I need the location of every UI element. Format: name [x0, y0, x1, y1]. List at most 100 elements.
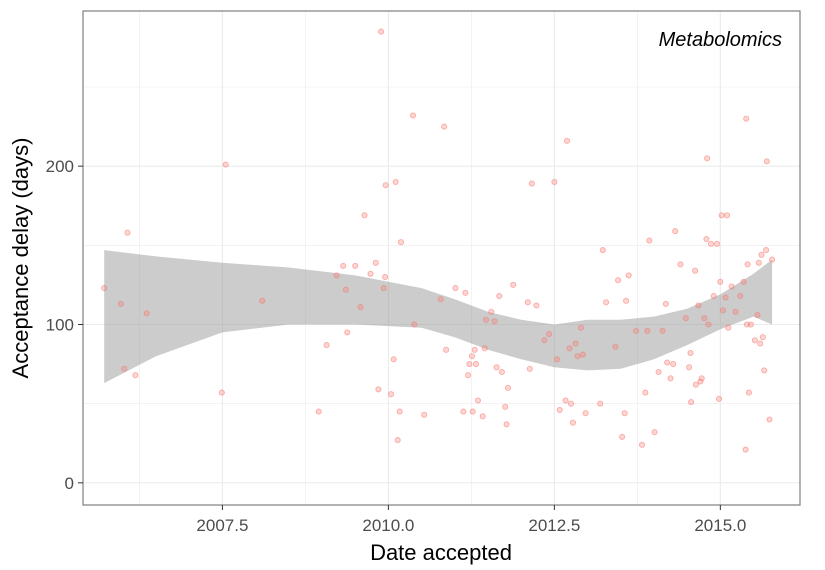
data-point — [503, 421, 510, 428]
data-point — [757, 340, 764, 347]
data-point — [333, 272, 340, 279]
data-point — [766, 416, 773, 423]
data-point — [732, 308, 739, 315]
data-point — [682, 315, 689, 322]
data-point — [124, 229, 131, 236]
data-point — [481, 345, 488, 352]
data-point — [577, 324, 584, 331]
data-point — [441, 123, 448, 130]
data-point — [462, 289, 469, 296]
confidence-band-layer — [104, 250, 773, 384]
data-point — [465, 372, 472, 379]
data-point — [315, 408, 322, 415]
data-point — [579, 351, 586, 358]
data-point — [603, 299, 610, 306]
data-point — [344, 329, 351, 336]
data-point — [763, 247, 770, 254]
data-point — [646, 237, 653, 244]
data-point — [717, 278, 724, 285]
data-point — [496, 292, 503, 300]
data-point — [259, 297, 266, 304]
data-point — [687, 349, 694, 357]
data-point — [392, 178, 399, 186]
data-point — [742, 446, 749, 453]
data-point — [491, 318, 498, 325]
data-point — [677, 261, 684, 268]
data-point — [718, 212, 725, 219]
data-point — [563, 137, 571, 144]
data-point — [567, 400, 575, 407]
data-point — [541, 337, 548, 344]
data-point — [705, 321, 712, 328]
plot-border — [82, 10, 801, 506]
data-point — [664, 359, 671, 366]
data-point — [621, 410, 628, 417]
data-point — [625, 272, 632, 279]
data-point — [597, 400, 604, 407]
data-point — [460, 408, 467, 415]
data-point — [719, 307, 727, 314]
data-point — [569, 419, 576, 426]
data-point — [599, 247, 606, 254]
data-point — [659, 327, 666, 334]
data-point — [222, 161, 229, 168]
y-axis-title: Acceptance delay (days) — [8, 138, 33, 379]
data-point — [479, 413, 486, 420]
data-point — [701, 315, 708, 322]
data-point — [747, 321, 754, 328]
data-point — [367, 270, 374, 277]
data-point — [566, 345, 573, 352]
data-point — [737, 292, 744, 300]
data-point — [670, 361, 677, 368]
y-tick-label: 0 — [65, 474, 74, 493]
data-point — [562, 397, 569, 404]
data-point — [740, 278, 747, 285]
data-point — [725, 324, 732, 331]
data-point — [707, 240, 715, 247]
x-tick-label: 2015.0 — [694, 516, 746, 535]
plot-panel — [83, 11, 800, 505]
data-point — [533, 302, 540, 309]
data-point — [471, 346, 478, 353]
data-point — [411, 321, 418, 328]
data-point — [697, 378, 704, 385]
data-point — [642, 389, 649, 396]
data-point — [556, 406, 563, 414]
data-point — [390, 356, 397, 363]
data-point — [218, 389, 225, 396]
data-point — [382, 273, 389, 281]
data-point — [644, 327, 651, 334]
x-tick-label: 2012.5 — [528, 516, 580, 535]
data-point — [744, 261, 751, 268]
data-point — [574, 353, 581, 360]
data-point — [482, 316, 490, 323]
data-point — [615, 277, 622, 284]
data-point — [758, 251, 765, 258]
data-point — [704, 155, 711, 162]
data-point — [715, 395, 723, 402]
data-point — [667, 375, 674, 382]
data-point — [695, 302, 702, 309]
x-tick-label: 2010.0 — [362, 516, 414, 535]
data-point — [378, 28, 385, 35]
data-point — [323, 342, 330, 349]
data-point — [651, 429, 658, 436]
data-point — [743, 115, 750, 122]
data-point — [437, 296, 444, 303]
scatter-points-layer — [101, 28, 776, 453]
data-point — [751, 337, 758, 344]
data-point — [375, 386, 382, 393]
data-point — [361, 212, 368, 219]
data-point — [524, 299, 531, 306]
data-point — [723, 212, 731, 219]
data-point — [526, 365, 533, 372]
smooth-confidence-band — [104, 250, 773, 384]
data-point — [101, 285, 108, 292]
data-point — [713, 240, 721, 247]
data-point — [372, 259, 379, 266]
data-point — [754, 311, 761, 319]
data-point — [612, 343, 619, 350]
data-point — [528, 180, 535, 187]
data-point — [638, 441, 646, 448]
